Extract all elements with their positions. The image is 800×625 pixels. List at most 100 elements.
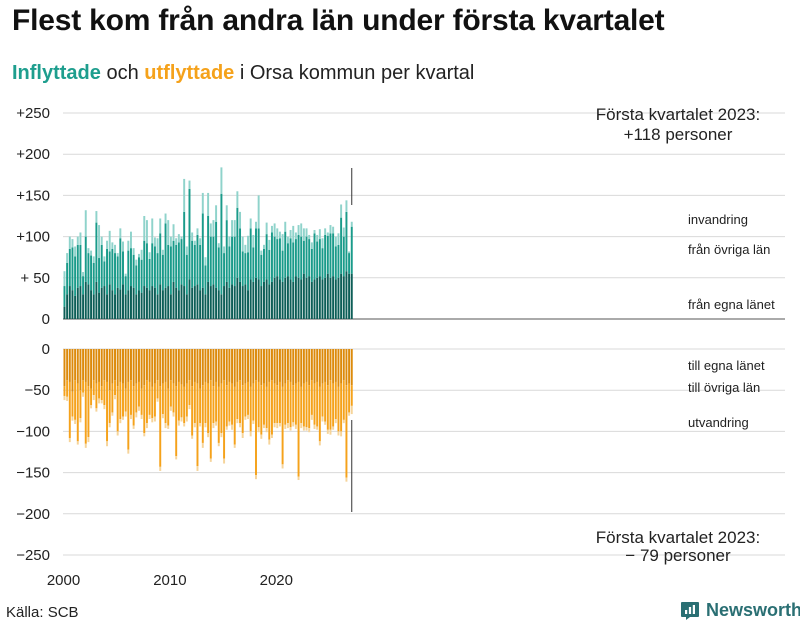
bar-ut-egna-lanet <box>217 349 220 387</box>
bar-ut-ovriga-lan <box>265 386 268 429</box>
bar-in-egna-lanet <box>76 287 79 319</box>
bar-ut-utvandring <box>345 477 348 482</box>
bar-ut-egna-lanet <box>143 349 146 386</box>
bar-in-ovriga-lan <box>199 244 202 291</box>
bar-ut-ovriga-lan <box>185 383 188 417</box>
bar-ut-ovriga-lan <box>116 386 119 432</box>
bar-in-invandring <box>193 240 196 245</box>
bar-ut-egna-lanet <box>284 349 287 384</box>
bar-ut-ovriga-lan <box>212 386 215 424</box>
bar-ut-utvandring <box>313 424 316 429</box>
bar-in-egna-lanet <box>318 276 321 319</box>
bar-ut-ovriga-lan <box>153 383 156 417</box>
bar-ut-utvandring <box>342 419 345 424</box>
bar-in-egna-lanet <box>116 287 119 319</box>
bar-in-egna-lanet <box>337 277 340 319</box>
bar-in-invandring <box>249 218 252 229</box>
bar-ut-ovriga-lan <box>63 386 66 396</box>
bar-in-invandring <box>273 223 276 237</box>
bar-ut-ovriga-lan <box>294 383 297 425</box>
bar-ut-ovriga-lan <box>183 386 186 424</box>
bar-in-ovriga-lan <box>241 251 244 287</box>
bar-in-egna-lanet <box>196 284 199 319</box>
bar-ut-egna-lanet <box>255 349 257 381</box>
bar-in-ovriga-lan <box>348 253 351 274</box>
bar-ut-egna-lanet <box>66 349 69 381</box>
bar-ut-ovriga-lan <box>145 380 148 424</box>
bar-ut-ovriga-lan <box>233 386 236 445</box>
bar-ut-utvandring <box>310 414 313 420</box>
bar-ut-ovriga-lan <box>350 385 353 406</box>
bar-in-invandring <box>207 192 210 216</box>
bar-in-ovriga-lan <box>167 244 170 287</box>
bar-ut-ovriga-lan <box>281 386 284 465</box>
bar-in-ovriga-lan <box>350 226 353 274</box>
bar-in-egna-lanet <box>164 287 167 319</box>
bar-ut-ovriga-lan <box>130 380 132 415</box>
bar-ut-ovriga-lan <box>135 383 138 413</box>
bar-ut-ovriga-lan <box>225 385 228 427</box>
bar-in-invandring <box>148 252 151 259</box>
bar-ut-ovriga-lan <box>297 381 300 477</box>
bar-in-egna-lanet <box>329 277 332 319</box>
annotations: Första kvartalet 2023:+118 personerFörst… <box>351 105 775 565</box>
bar-in-invandring <box>74 246 77 257</box>
bar-ut-utvandring <box>193 423 196 428</box>
bar-ut-egna-lanet <box>239 349 242 381</box>
bar-ut-utvandring <box>68 437 71 443</box>
bar-ut-egna-lanet <box>188 349 191 381</box>
bar-ut-ovriga-lan <box>196 383 199 467</box>
bar-in-ovriga-lan <box>281 250 284 282</box>
bar-ut-egna-lanet <box>310 349 313 381</box>
bar-in-egna-lanet <box>183 286 186 319</box>
bar-ut-utvandring <box>143 433 146 437</box>
bar-ut-utvandring <box>156 398 159 402</box>
bar-ut-ovriga-lan <box>172 383 175 413</box>
bar-ut-egna-lanet <box>153 349 156 384</box>
bar-ut-utvandring <box>326 429 329 434</box>
bar-ut-utvandring <box>270 434 273 438</box>
bar-in-egna-lanet <box>90 290 93 319</box>
bar-ut-egna-lanet <box>201 349 204 386</box>
bar-in-egna-lanet <box>100 287 103 319</box>
bar-ut-utvandring <box>148 414 151 420</box>
bar-ut-ovriga-lan <box>228 381 231 422</box>
bar-ut-egna-lanet <box>244 349 247 384</box>
bar-in-ovriga-lan <box>164 223 167 288</box>
inflyttade-series-label: från egna länet <box>688 297 775 312</box>
bar-ut-utvandring <box>284 424 287 429</box>
bar-in-invandring <box>294 232 297 240</box>
bar-in-invandring <box>278 231 281 239</box>
bar-ut-ovriga-lan <box>300 386 303 424</box>
bar-ut-utvandring <box>100 400 103 404</box>
bar-in-egna-lanet <box>201 287 204 319</box>
bar-in-egna-lanet <box>220 294 223 319</box>
chart-title: Flest kom från andra län under första kv… <box>12 4 665 37</box>
inflyttade-series-label: invandring <box>688 212 748 227</box>
bar-ut-utvandring <box>84 443 87 448</box>
bar-in-invandring <box>161 249 164 255</box>
bar-in-egna-lanet <box>313 279 316 319</box>
bar-in-invandring <box>79 232 82 245</box>
bar-ut-utvandring <box>225 426 228 430</box>
bar-ut-egna-lanet <box>292 349 295 386</box>
bar-in-egna-lanet <box>276 276 279 319</box>
bar-ut-utvandring <box>297 476 300 481</box>
bar-in-invandring <box>316 234 319 242</box>
bar-in-invandring <box>143 216 146 241</box>
bar-ut-egna-lanet <box>106 349 109 382</box>
bar-in-ovriga-lan <box>122 251 124 285</box>
bar-ut-ovriga-lan <box>321 383 324 417</box>
brand-logo[interactable]: Newsworthy <box>680 600 800 621</box>
bar-in-ovriga-lan <box>66 262 69 295</box>
bar-in-ovriga-lan <box>209 236 212 287</box>
bar-ut-egna-lanet <box>95 349 98 384</box>
bar-in-egna-lanet <box>199 290 202 319</box>
bar-ut-utvandring <box>199 423 202 427</box>
bar-ut-ovriga-lan <box>87 386 90 438</box>
bar-ut-egna-lanet <box>159 349 162 387</box>
bar-ut-egna-lanet <box>164 349 167 382</box>
bar-in-egna-lanet <box>345 271 348 319</box>
bar-in-egna-lanet <box>124 294 127 319</box>
bar-ut-ovriga-lan <box>132 386 135 426</box>
